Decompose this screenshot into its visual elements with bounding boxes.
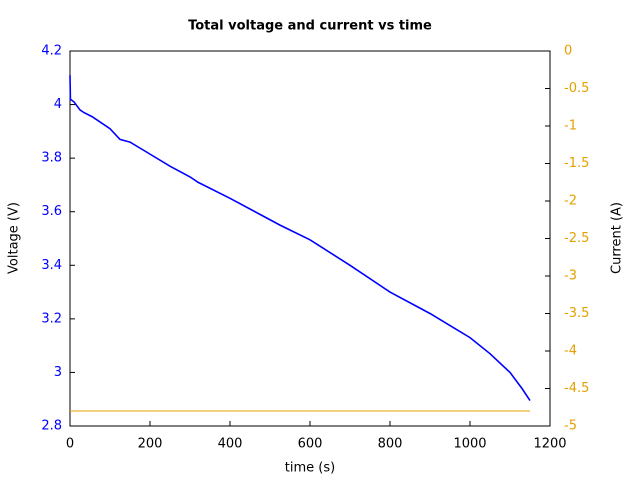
- y-tick-label: 3: [54, 365, 62, 380]
- y2-tick-label: -1: [564, 119, 577, 134]
- y-tick-label: 3.4: [41, 258, 62, 273]
- x-tick-label: 1200: [533, 437, 566, 452]
- y2-tick-label: 0: [564, 44, 572, 59]
- y-axis-label: Voltage (V): [7, 202, 22, 274]
- y-tick-label: 3.6: [41, 204, 62, 219]
- plot-frame: [69, 50, 551, 427]
- y2-axis-label: Current (A): [610, 202, 625, 274]
- x-tick-label: 800: [378, 437, 403, 452]
- y-tick-label: 2.8: [41, 419, 62, 434]
- y2-tick-label: -0.5: [564, 81, 589, 96]
- chart-title: Total voltage and current vs time: [188, 19, 432, 34]
- y2-tick-label: -3: [564, 269, 577, 284]
- y2-tick-label: -3.5: [564, 306, 589, 321]
- y2-tick-label: -2: [564, 194, 577, 209]
- y-tick-label: 3.8: [41, 151, 62, 166]
- x-tick-label: 200: [138, 437, 163, 452]
- y2-tick-label: -1.5: [564, 156, 589, 171]
- y2-tick-label: -4: [564, 344, 577, 359]
- y-tick-label: 4: [54, 97, 62, 112]
- y2-tick-label: -5: [564, 419, 577, 434]
- y2-tick-label: -4.5: [564, 381, 589, 396]
- y-tick-label: 4.2: [41, 44, 62, 59]
- y2-tick-label: -2.5: [564, 231, 589, 246]
- data-line: [69, 75, 531, 401]
- x-tick-label: 1000: [453, 437, 486, 452]
- x-tick-label: 400: [218, 437, 243, 452]
- x-axis-label: time (s): [285, 461, 335, 476]
- y-tick-label: 3.2: [41, 311, 62, 326]
- x-tick-label: 0: [66, 437, 74, 452]
- x-tick-label: 600: [298, 437, 323, 452]
